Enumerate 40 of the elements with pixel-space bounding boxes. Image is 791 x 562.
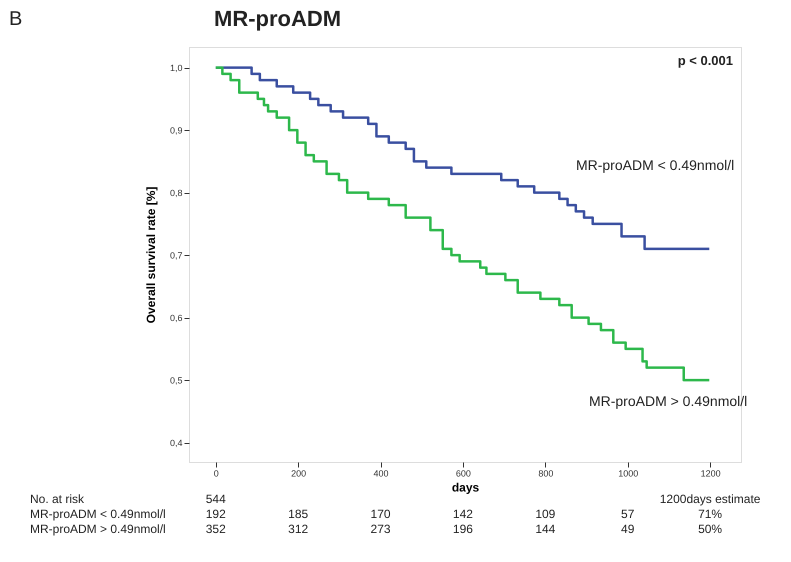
- x-tick-label: 1200: [700, 468, 721, 478]
- series-label: MR-proADM < 0.49nmol/l: [576, 156, 734, 173]
- x-tick-label: 200: [291, 468, 306, 478]
- text: 50%: [698, 522, 722, 536]
- text: MR-proADM > 0.49nmol/l: [30, 522, 166, 536]
- text: 312: [288, 522, 308, 536]
- x-tick-label: 1000: [618, 468, 638, 478]
- text: 273: [370, 522, 391, 536]
- text: 57: [621, 507, 635, 521]
- y-tick-label: 0,7: [170, 250, 182, 261]
- y-tick-label: 0,9: [170, 126, 182, 136]
- y-tick-label: 0,6: [170, 313, 182, 324]
- text: 196: [452, 522, 474, 536]
- text: 1200days estimate: [660, 492, 761, 506]
- text: 71%: [698, 507, 722, 521]
- series-label: MR-proADM > 0.49nmol/l: [588, 393, 748, 410]
- x-tick-label: 0: [214, 468, 219, 478]
- x-axis-title: days: [452, 480, 480, 494]
- text: 192: [206, 507, 226, 521]
- text: 185: [288, 507, 308, 521]
- text: 49: [621, 522, 635, 536]
- text: 142: [452, 507, 474, 521]
- x-tick-label: 400: [374, 468, 389, 478]
- text: 544: [206, 492, 226, 506]
- text: 352: [206, 522, 226, 536]
- annotation: p < 0.001: [678, 53, 733, 68]
- y-tick-label: 0,8: [170, 188, 182, 198]
- y-tick-label: 1,0: [170, 63, 182, 74]
- text: No. at risk: [30, 492, 86, 506]
- x-tick-label: 600: [456, 468, 471, 478]
- y-tick-label: 0,5: [170, 376, 182, 386]
- text: 144: [535, 522, 556, 536]
- text: MR-proADM < 0.49nmol/l: [30, 507, 166, 521]
- y-tick-label: 0,4: [170, 438, 182, 448]
- text: B: [9, 8, 22, 30]
- text: 109: [535, 507, 556, 521]
- text: 170: [370, 507, 391, 521]
- chart-title: MR-proADM: [214, 6, 342, 31]
- x-tick-label: 800: [538, 468, 554, 478]
- y-axis-title: Overall survival rate [%]: [144, 186, 158, 324]
